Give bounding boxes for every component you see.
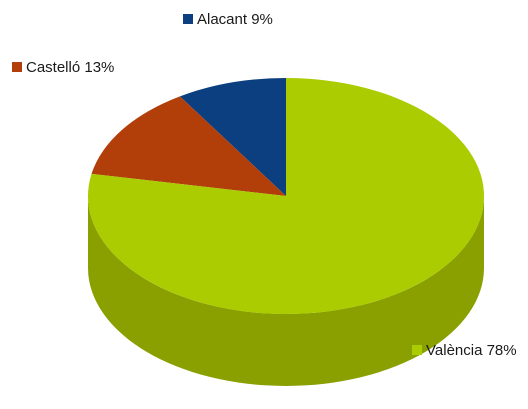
pie-side-valència	[88, 196, 484, 386]
legend-item-alacant: Alacant 9%	[183, 11, 273, 28]
legend-swatch	[412, 345, 422, 355]
pie-sides	[88, 196, 484, 386]
pie-slices	[88, 78, 485, 314]
pie-labels: Alacant 9% Castelló 13% València 78%	[12, 11, 517, 359]
data-label: Castelló 13%	[26, 59, 114, 76]
pie-slice-valència	[88, 78, 485, 314]
legend-swatch	[12, 62, 22, 72]
data-label: Alacant 9%	[197, 11, 273, 28]
pie-slice-castelló	[91, 96, 286, 196]
legend-swatch	[183, 14, 193, 24]
legend-item-valència: València 78%	[412, 342, 517, 359]
data-label: València 78%	[426, 342, 517, 359]
legend-item-castelló: Castelló 13%	[12, 59, 114, 76]
pie-slice-alacant	[179, 78, 286, 196]
